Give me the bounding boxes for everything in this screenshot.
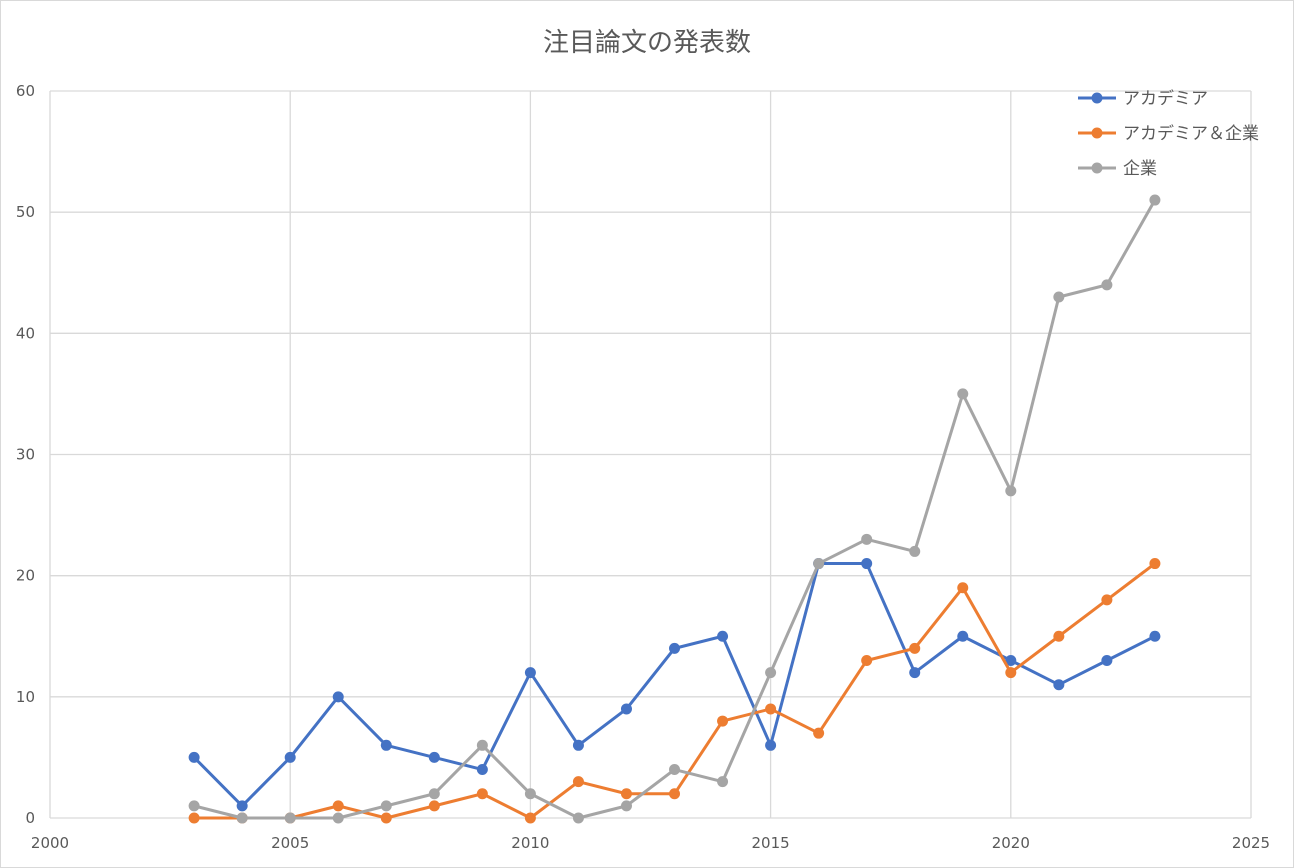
data-point	[765, 667, 777, 679]
data-point	[861, 558, 873, 570]
data-point	[428, 788, 440, 800]
data-point	[669, 642, 681, 654]
y-tick-label: 30	[16, 446, 35, 464]
legend-item: アカデミア＆企業	[1078, 123, 1259, 144]
data-point	[1053, 291, 1065, 303]
y-tick-label: 20	[16, 567, 35, 585]
data-point	[476, 788, 488, 800]
x-tick-label: 2010	[511, 834, 549, 852]
legend-label: アカデミア	[1123, 88, 1208, 109]
data-point	[1053, 679, 1065, 691]
chart-title: 注目論文の発表数	[542, 28, 751, 58]
data-point	[765, 739, 777, 751]
data-point	[861, 533, 873, 545]
data-point	[476, 739, 488, 751]
data-point	[284, 751, 296, 763]
data-point	[284, 812, 296, 824]
x-tick-label: 2015	[752, 834, 790, 852]
y-tick-label: 40	[16, 324, 35, 342]
data-point	[572, 812, 584, 824]
series-3	[188, 194, 1161, 824]
y-axis-ticks: 0 10 20 30 40 50 60	[16, 82, 35, 827]
x-tick-label: 2020	[992, 834, 1030, 852]
data-point	[524, 788, 536, 800]
data-point	[957, 630, 969, 642]
y-tick-label: 0	[25, 809, 35, 827]
data-point	[669, 788, 681, 800]
data-point	[957, 388, 969, 400]
data-point	[717, 776, 729, 788]
y-tick-label: 10	[16, 688, 35, 706]
series-1	[188, 558, 1161, 812]
data-point	[620, 788, 632, 800]
x-tick-label: 2000	[31, 834, 69, 852]
data-point	[188, 812, 200, 824]
data-point	[524, 667, 536, 679]
data-point	[1149, 630, 1161, 642]
data-point	[236, 800, 248, 812]
data-point	[428, 800, 440, 812]
data-point	[572, 739, 584, 751]
data-point	[380, 812, 392, 824]
data-point	[380, 800, 392, 812]
data-point	[332, 812, 344, 824]
legend-label: アカデミア＆企業	[1123, 123, 1259, 144]
data-point	[813, 558, 825, 570]
data-point	[861, 654, 873, 666]
data-point	[1053, 630, 1065, 642]
legend-swatch-marker	[1091, 92, 1103, 104]
data-point	[620, 703, 632, 715]
data-point	[1005, 654, 1017, 666]
data-point	[909, 667, 921, 679]
data-point	[669, 764, 681, 776]
legend-item: 企業	[1078, 159, 1157, 179]
legend-label: 企業	[1123, 159, 1157, 179]
data-point	[1005, 667, 1017, 679]
data-point	[1005, 485, 1017, 497]
series-2	[188, 558, 1161, 824]
legend-swatch-marker	[1091, 127, 1103, 139]
data-point	[957, 582, 969, 594]
data-point	[909, 642, 921, 654]
data-point	[236, 812, 248, 824]
data-point	[476, 764, 488, 776]
data-point	[1101, 594, 1113, 606]
data-point	[380, 739, 392, 751]
gridlines	[49, 90, 1252, 819]
data-point	[188, 800, 200, 812]
data-point	[1101, 279, 1113, 291]
x-tick-label: 2005	[271, 834, 309, 852]
legend-swatch-marker	[1091, 162, 1103, 174]
data-point	[765, 703, 777, 715]
series-group	[188, 194, 1161, 824]
data-point	[572, 776, 584, 788]
data-point	[1149, 194, 1161, 206]
data-point	[332, 691, 344, 703]
data-point	[717, 715, 729, 727]
legend-item: アカデミア	[1078, 88, 1208, 109]
data-point	[524, 812, 536, 824]
data-point	[717, 630, 729, 642]
data-point	[620, 800, 632, 812]
x-tick-label: 2025	[1232, 834, 1270, 852]
data-point	[332, 800, 344, 812]
x-axis-ticks: 2000 2005 2010 2015 2020 2025	[31, 834, 1270, 852]
data-point	[1149, 558, 1161, 570]
data-point	[188, 751, 200, 763]
data-point	[909, 545, 921, 557]
data-point	[813, 727, 825, 739]
y-tick-label: 50	[16, 203, 35, 221]
data-point	[428, 751, 440, 763]
y-tick-label: 60	[16, 82, 35, 100]
data-point	[1101, 654, 1113, 666]
